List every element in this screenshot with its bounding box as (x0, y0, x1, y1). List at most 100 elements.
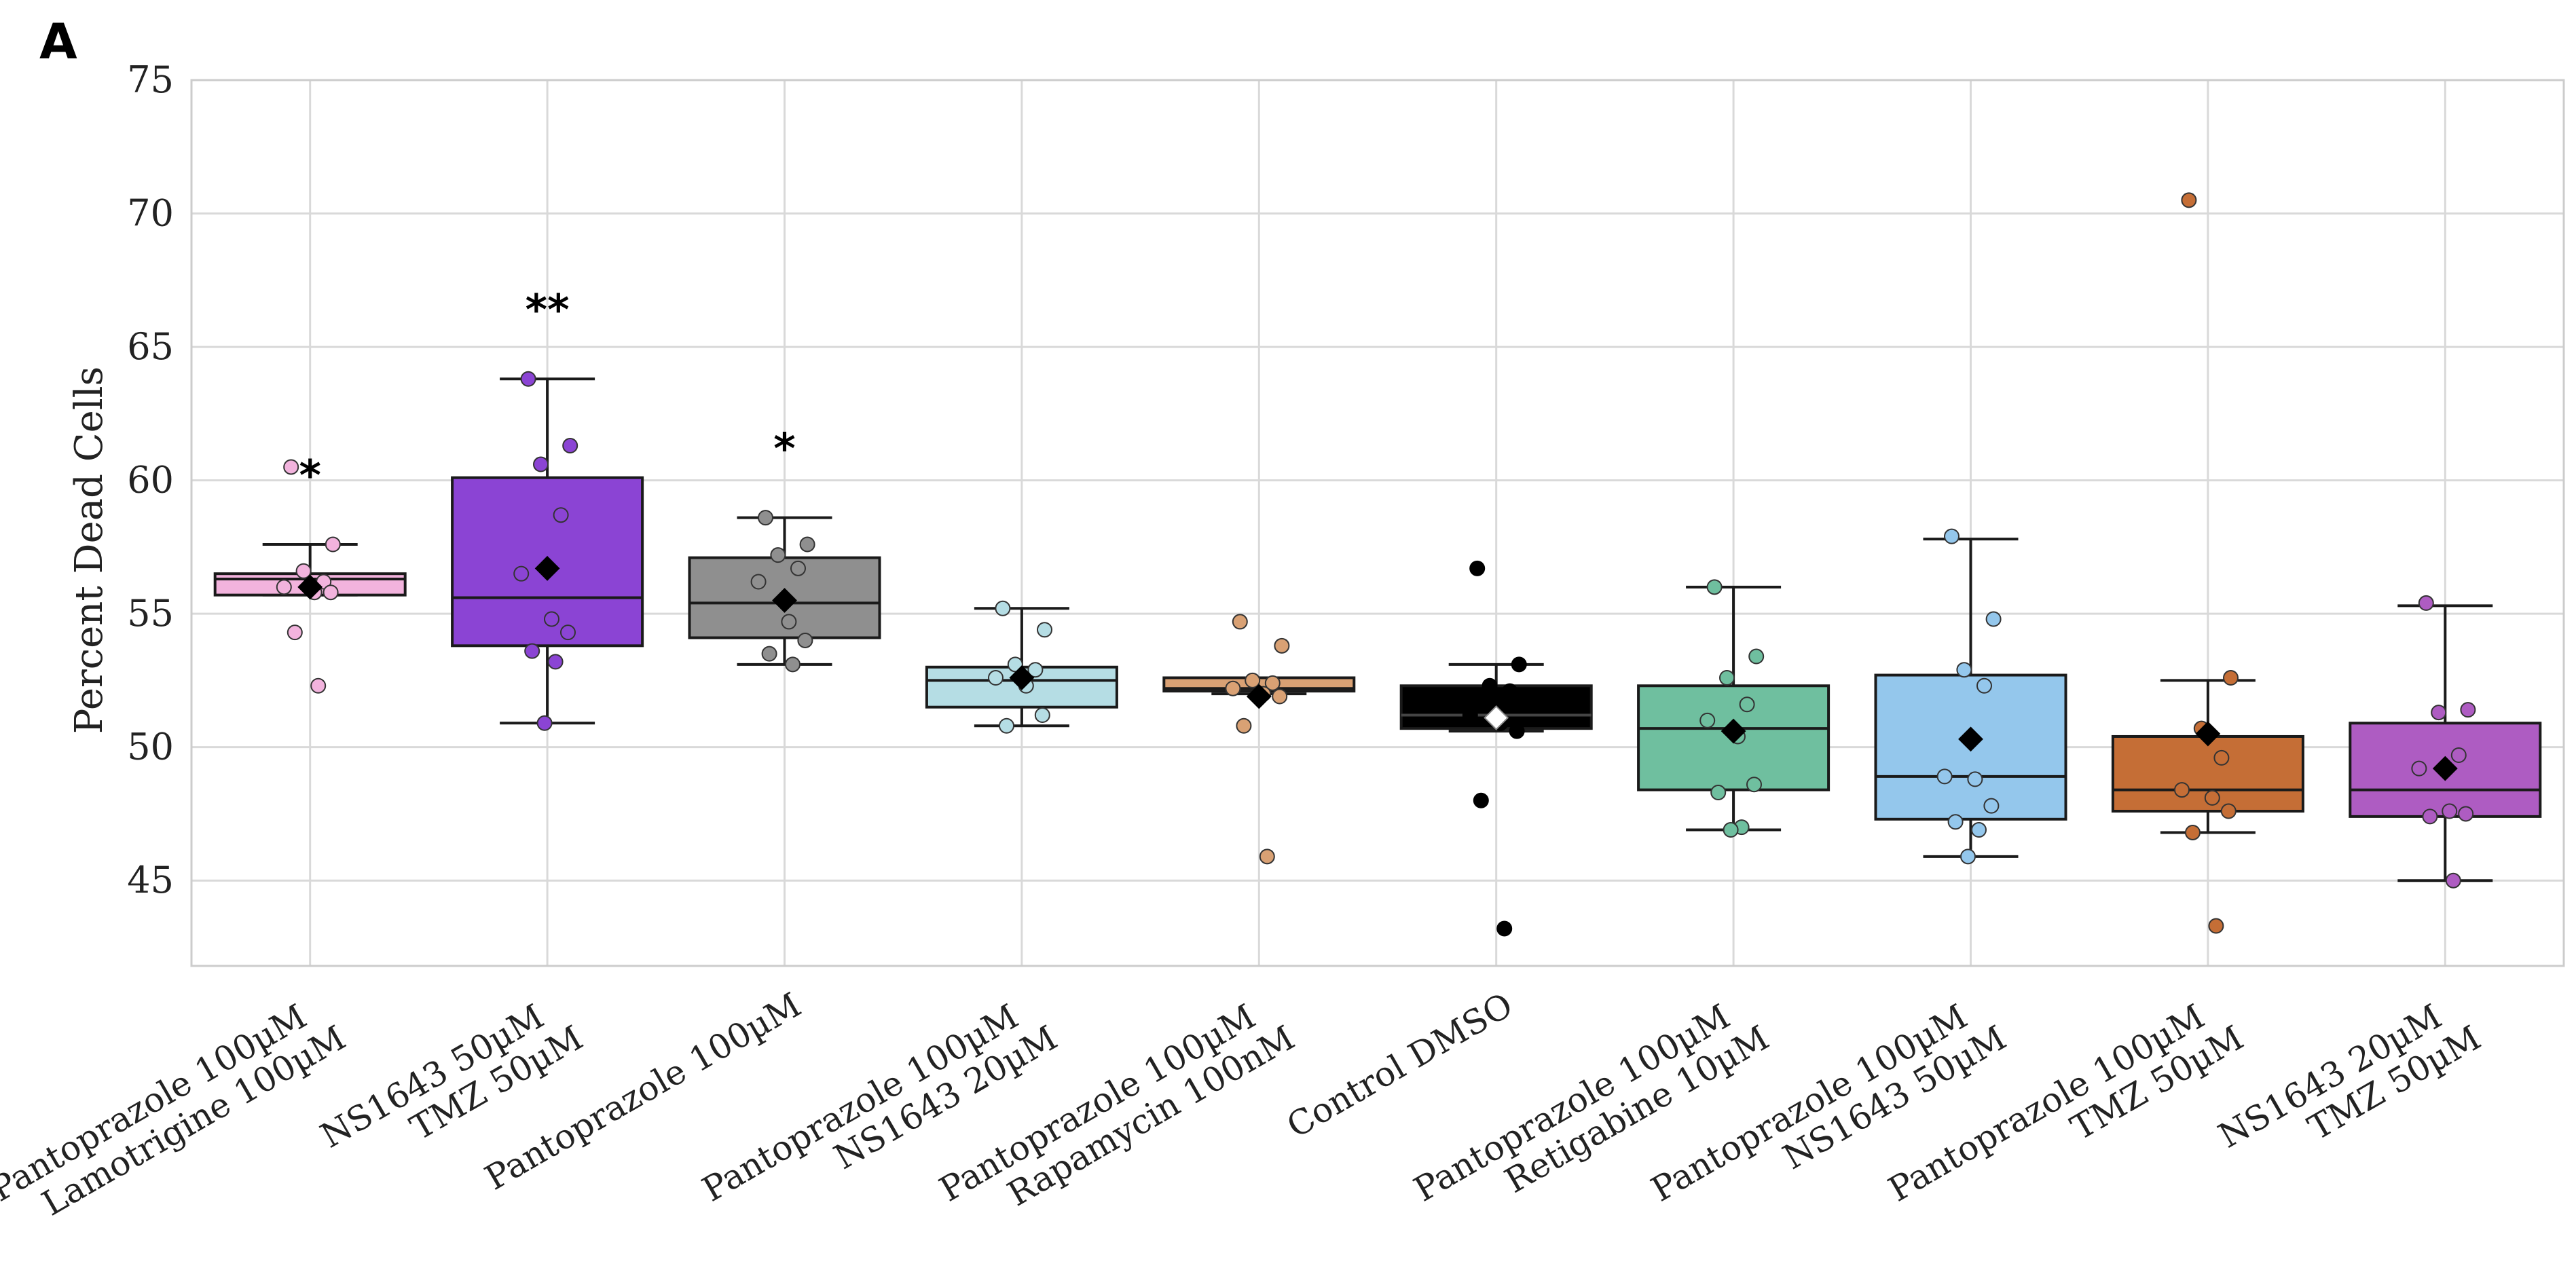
data-point (1274, 637, 1290, 654)
data-point (325, 536, 341, 553)
data-point (1462, 707, 1478, 724)
mean-marker (1246, 684, 1272, 709)
box-group (2111, 192, 2304, 934)
data-point (1272, 688, 1288, 705)
box-group (925, 600, 1118, 734)
data-point (533, 456, 549, 472)
data-point (2411, 760, 2427, 777)
data-point (781, 614, 797, 630)
data-point (1944, 528, 1959, 544)
data-point (295, 563, 312, 579)
data-point (2422, 808, 2438, 825)
data-point (790, 560, 806, 576)
data-point (1245, 672, 1261, 688)
mean-marker (772, 588, 797, 613)
data-point (2213, 749, 2230, 766)
plot-frame (190, 79, 2565, 967)
data-point (2181, 192, 2197, 208)
mean-marker (1484, 705, 1509, 730)
data-point (1225, 680, 1241, 696)
mean-marker (1958, 726, 1983, 752)
box-group (1399, 560, 1593, 937)
data-point (2174, 782, 2190, 798)
y-tick-label: 70 (127, 192, 174, 235)
data-point (2450, 747, 2467, 763)
data-point (1967, 771, 1983, 787)
data-point (2431, 705, 2447, 721)
data-point (1739, 696, 1755, 713)
data-point (2185, 824, 2201, 840)
x-axis: Pantoprazole 100µMLamotrigine 100µM NS164… (0, 985, 2488, 1223)
x-tick-label-line: Pantoprazole 100µM (0, 996, 313, 1209)
data-point (520, 371, 536, 387)
mean-marker (297, 574, 323, 600)
data-point (995, 600, 1011, 616)
mean-marker (1009, 665, 1035, 690)
boxes: **** (213, 192, 2542, 937)
y-tick-label: 75 (127, 58, 174, 101)
data-point (1723, 822, 1739, 838)
data-point (1232, 614, 1248, 630)
data-point (1037, 622, 1052, 638)
data-point (1710, 785, 1727, 801)
y-axis: 45 50 55 60 65 70 75 (127, 58, 174, 901)
box-group (1162, 614, 1356, 865)
data-point (1956, 662, 1972, 678)
data-point (2445, 872, 2461, 889)
data-point (1746, 777, 1762, 793)
mean-marker (534, 555, 560, 581)
mean-marker (2432, 756, 2458, 781)
data-point (283, 459, 299, 475)
data-point (1264, 675, 1281, 691)
data-point (524, 643, 540, 659)
data-point (2458, 806, 2474, 822)
y-tick-label: 50 (127, 726, 174, 768)
data-point (1496, 920, 1513, 937)
mean-marker (2195, 721, 2221, 747)
data-point (1236, 717, 1252, 734)
y-tick-label: 45 (127, 859, 174, 901)
data-point (276, 579, 292, 595)
data-point (1482, 677, 1498, 694)
data-point (287, 624, 303, 641)
data-point (1983, 798, 2000, 814)
data-point (2220, 803, 2237, 819)
data-point (1936, 768, 1953, 785)
data-point (1960, 849, 1976, 865)
data-point (544, 611, 559, 627)
box-group: * (688, 424, 881, 673)
data-point (1511, 656, 1527, 673)
data-point (1027, 662, 1044, 678)
data-point (2204, 789, 2220, 806)
data-point (797, 632, 813, 648)
data-point (1985, 611, 2002, 627)
significance-label: * (773, 424, 795, 474)
x-tick-label-line: Control DMSO (1281, 985, 1520, 1146)
data-point (1509, 723, 1525, 739)
data-point (785, 656, 801, 673)
box-group (1637, 579, 1830, 838)
data-point (2223, 669, 2239, 686)
data-point (2442, 803, 2458, 819)
panel-label: A (39, 13, 77, 70)
box-group: ** (451, 285, 644, 731)
data-point (1034, 707, 1050, 724)
box-group (2349, 595, 2542, 889)
box-group (1874, 528, 2067, 865)
significance-label: * (299, 451, 320, 500)
data-point (1971, 822, 1987, 838)
significance-label: ** (526, 285, 570, 335)
data-point (1947, 814, 1964, 830)
y-tick-label: 60 (127, 459, 174, 502)
x-tick-label: NS1643 20µMTMZ 50µM (2212, 985, 2488, 1189)
mean-marker (1721, 718, 1746, 744)
data-point (758, 510, 773, 526)
data-point (770, 547, 786, 563)
data-point (1007, 656, 1023, 673)
y-axis-title: Percent Dead Cells (67, 367, 111, 734)
data-point (547, 654, 564, 670)
data-point (750, 574, 767, 590)
data-point (310, 677, 327, 694)
data-point (1748, 648, 1765, 665)
